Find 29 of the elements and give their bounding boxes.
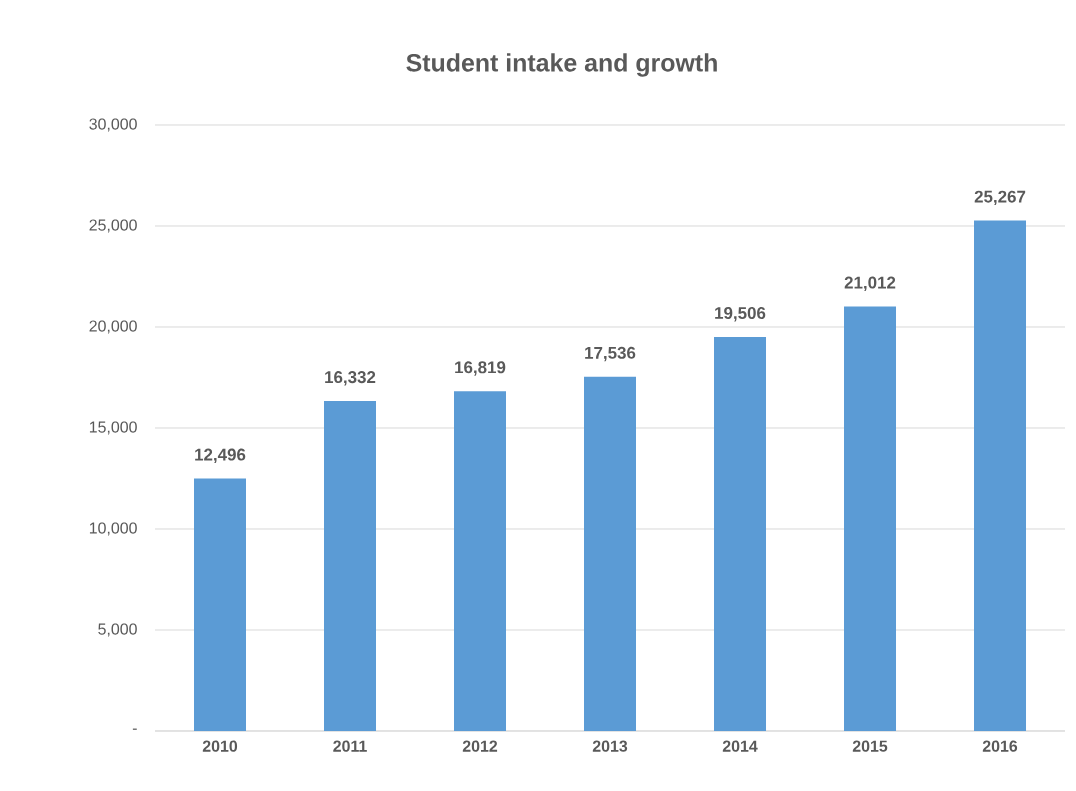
x-tick-label: 2015 (852, 740, 888, 752)
bar (974, 220, 1027, 731)
data-label: 16,332 (325, 371, 376, 386)
chart-title: Student intake and growth (406, 53, 717, 77)
y-tick-label: 25,000 (89, 219, 137, 233)
bar (844, 306, 897, 731)
data-label: 16,819 (455, 361, 506, 376)
bar (714, 336, 767, 731)
data-label: 25,267 (974, 190, 1026, 206)
bar (584, 376, 636, 731)
data-label: 21,012 (844, 276, 896, 292)
x-tick-label: 2010 (202, 740, 238, 752)
x-tick-label: 2011 (333, 740, 367, 752)
bar (324, 401, 376, 731)
bar (194, 478, 246, 731)
x-tick-label: 2012 (462, 740, 498, 752)
data-label: 17,536 (585, 346, 636, 362)
y-tick-label: 20,000 (89, 320, 137, 334)
y-tick-label: - (132, 728, 137, 730)
y-tick-label: 10,000 (89, 522, 137, 536)
x-tick-label: 2016 (982, 740, 1018, 752)
bar (454, 391, 506, 731)
y-tick-label: 15,000 (89, 421, 137, 435)
data-label: 19,506 (715, 307, 766, 322)
y-tick-label: 5,000 (98, 623, 137, 637)
data-label: 12,496 (195, 448, 246, 464)
x-tick-label: 2014 (722, 740, 758, 752)
x-tick-label: 2013 (592, 740, 628, 752)
y-tick-label: 30,000 (89, 118, 137, 132)
